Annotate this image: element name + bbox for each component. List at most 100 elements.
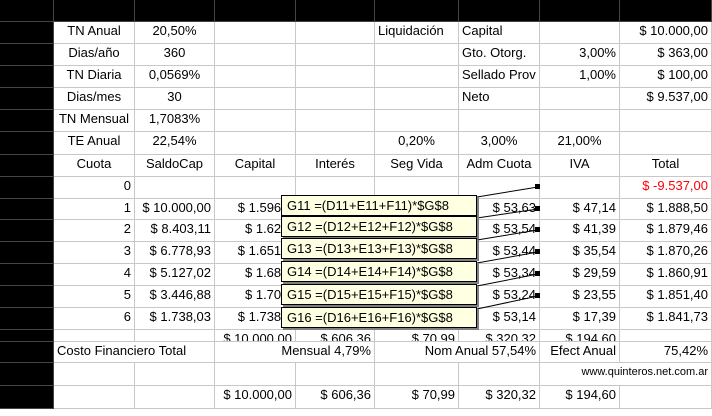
cell-h3[interactable] (540, 22, 620, 44)
cell-c12[interactable]: $ 8.403,11 (135, 220, 215, 242)
row-header-14[interactable] (0, 264, 54, 286)
cell-h7[interactable] (540, 110, 620, 132)
cell-c15[interactable]: $ 3.446,88 (135, 286, 215, 308)
cell-b15[interactable]: 5 (54, 286, 135, 308)
cell-b11[interactable]: 1 (54, 199, 135, 220)
cell-b18[interactable]: Costo Financiero Total (54, 342, 215, 363)
cell-i14[interactable]: $ 1.860,91 (620, 264, 712, 286)
row-header-12[interactable] (0, 220, 54, 242)
cell-g4[interactable]: Gto. Otorg. (459, 44, 540, 66)
cell-i11[interactable]: $ 1.888,50 (620, 199, 712, 220)
cell-d5[interactable] (215, 66, 296, 88)
cell-c5[interactable]: 0,0569% (135, 66, 215, 88)
cell-d17[interactable]: $ 10.000,00 (215, 330, 296, 342)
row-header-3[interactable] (0, 22, 54, 44)
cell-f17[interactable]: $ 70,99 (375, 386, 459, 409)
cell-f19[interactable] (375, 363, 459, 386)
row-header-6[interactable] (0, 88, 54, 110)
cell-b16[interactable]: 6 (54, 308, 135, 330)
cell-g6[interactable]: Neto (459, 88, 540, 110)
cell-g3[interactable]: Capital (459, 22, 540, 44)
cell-h19[interactable]: www.quinteros.net.com.ar (540, 363, 712, 386)
cell-i8[interactable] (620, 132, 712, 155)
row-header-4[interactable] (0, 44, 54, 66)
cell-c8[interactable]: 22,54% (135, 132, 215, 155)
cell-e7[interactable] (296, 110, 375, 132)
row-header-13[interactable] (0, 242, 54, 264)
cell-h9[interactable]: IVA (540, 155, 620, 177)
cell-i5[interactable]: $ 100,00 (620, 66, 712, 88)
cell-b17[interactable] (54, 330, 135, 342)
cell-e4[interactable] (296, 44, 375, 66)
cell-i10[interactable]: $ -9.537,00 (620, 177, 712, 199)
cell-i9[interactable]: Total (620, 155, 712, 177)
row-header-5[interactable] (0, 66, 54, 88)
cell-d8[interactable] (215, 132, 296, 155)
cell-g17[interactable]: $ 320,32 (459, 330, 540, 342)
cell-b13[interactable]: 3 (54, 242, 135, 264)
cell-i12[interactable]: $ 1.879,46 (620, 220, 712, 242)
cell-i17[interactable] (620, 386, 712, 409)
cell-b10[interactable]: 0 (54, 177, 135, 199)
cell-h13[interactable]: $ 35,54 (540, 242, 620, 264)
cell-h18[interactable]: Efect Anual (540, 342, 620, 363)
cell-f9[interactable]: Seg Vida (375, 155, 459, 177)
cell-e3[interactable] (296, 22, 375, 44)
column-header-e[interactable] (296, 0, 375, 22)
cell-i15[interactable]: $ 1.851,40 (620, 286, 712, 308)
cell-h6[interactable] (540, 88, 620, 110)
row-header-19[interactable] (0, 363, 54, 386)
row-header-17[interactable] (0, 330, 54, 342)
cell-i16[interactable]: $ 1.841,73 (620, 308, 712, 330)
cell-d15[interactable]: $ 1.708, (215, 286, 296, 308)
cell-h15[interactable]: $ 23,55 (540, 286, 620, 308)
cell-g17[interactable]: $ 320,32 (459, 386, 540, 409)
cell-i4[interactable]: $ 363,00 (620, 44, 712, 66)
cell-h4[interactable]: 3,00% (540, 44, 620, 66)
column-header-d[interactable] (215, 0, 296, 22)
cell-h8[interactable]: 21,00% (540, 132, 620, 155)
cell-d18[interactable]: Mensual 4,79% (215, 342, 375, 363)
cell-d19[interactable] (215, 363, 296, 386)
cell-h11[interactable]: $ 47,14 (540, 199, 620, 220)
cell-d9[interactable]: Capital (215, 155, 296, 177)
cell-g19[interactable] (459, 363, 540, 386)
cell-h17[interactable]: $ 194,60 (540, 386, 620, 409)
row-header-10[interactable] (0, 177, 54, 199)
cell-g9[interactable]: Adm Cuota (459, 155, 540, 177)
row-header-17[interactable] (0, 386, 54, 409)
column-header-f[interactable] (375, 0, 459, 22)
select-all-corner[interactable] (0, 0, 54, 22)
cell-e9[interactable]: Interés (296, 155, 375, 177)
cell-d3[interactable] (215, 22, 296, 44)
cell-b3[interactable]: TN Anual (54, 22, 135, 44)
cell-d4[interactable] (215, 44, 296, 66)
cell-c11[interactable]: $ 10.000,00 (135, 199, 215, 220)
cell-g5[interactable]: Sellado Prov (459, 66, 540, 88)
cell-b7[interactable]: TN Mensual (54, 110, 135, 132)
cell-d6[interactable] (215, 88, 296, 110)
cell-f7[interactable] (375, 110, 459, 132)
cell-h5[interactable]: 1,00% (540, 66, 620, 88)
cell-c19[interactable] (135, 363, 215, 386)
column-header-g[interactable] (459, 0, 540, 22)
cell-b14[interactable]: 4 (54, 264, 135, 286)
cell-i17[interactable] (620, 330, 712, 342)
cell-d17[interactable]: $ 10.000,00 (215, 386, 296, 409)
cell-c4[interactable]: 360 (135, 44, 215, 66)
row-header-15[interactable] (0, 286, 54, 308)
cell-c17[interactable] (135, 330, 215, 342)
row-header-9[interactable] (0, 155, 54, 177)
cell-f3[interactable]: Liquidación (375, 22, 459, 44)
cell-d7[interactable] (215, 110, 296, 132)
cell-i6[interactable]: $ 9.537,00 (620, 88, 712, 110)
cell-c7[interactable]: 1,7083% (135, 110, 215, 132)
cell-h12[interactable]: $ 41,39 (540, 220, 620, 242)
cell-h10[interactable] (540, 177, 620, 199)
cell-g16[interactable]: $ 53,14 (459, 308, 540, 330)
cell-b5[interactable]: TN Diaria (54, 66, 135, 88)
cell-b6[interactable]: Dias/mes (54, 88, 135, 110)
cell-f17[interactable]: $ 70,99 (375, 330, 459, 342)
cell-c3[interactable]: 20,50% (135, 22, 215, 44)
column-header-b[interactable] (54, 0, 135, 22)
